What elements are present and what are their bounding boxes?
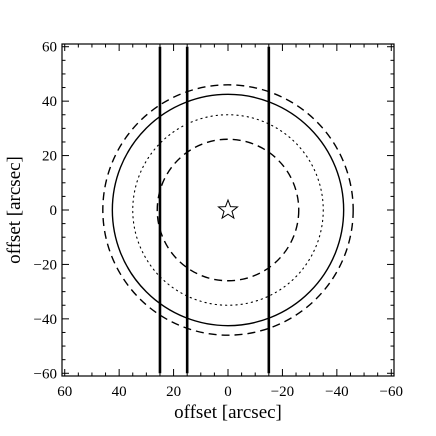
x-tick-label: 60 [57,384,72,400]
y-axis-title: offset [arcsec] [4,156,25,264]
x-axis-title: offset [arcsec] [174,402,282,423]
circle-dotted-1 [132,114,324,306]
y-tick-label: −60 [34,366,57,382]
y-tick-label: −40 [34,312,57,328]
x-tick-label: −60 [380,384,403,400]
y-tick-label: 40 [42,94,57,110]
x-tick-label: −40 [325,384,348,400]
circle-solid-2 [111,93,345,327]
y-tick-label: 20 [42,149,57,165]
y-tick-label: 60 [42,40,57,56]
y-tick-label: −20 [34,257,57,273]
circle-dashed-3 [102,84,354,336]
x-tick-label: 0 [224,384,232,400]
x-tick-label: −20 [271,384,294,400]
y-tick-label: 0 [50,203,58,219]
x-tick-label: 40 [112,384,127,400]
x-tick-label: 20 [166,384,181,400]
plot-content [102,46,354,374]
circle-dashed-0 [156,138,300,282]
center-star-icon [217,198,239,220]
